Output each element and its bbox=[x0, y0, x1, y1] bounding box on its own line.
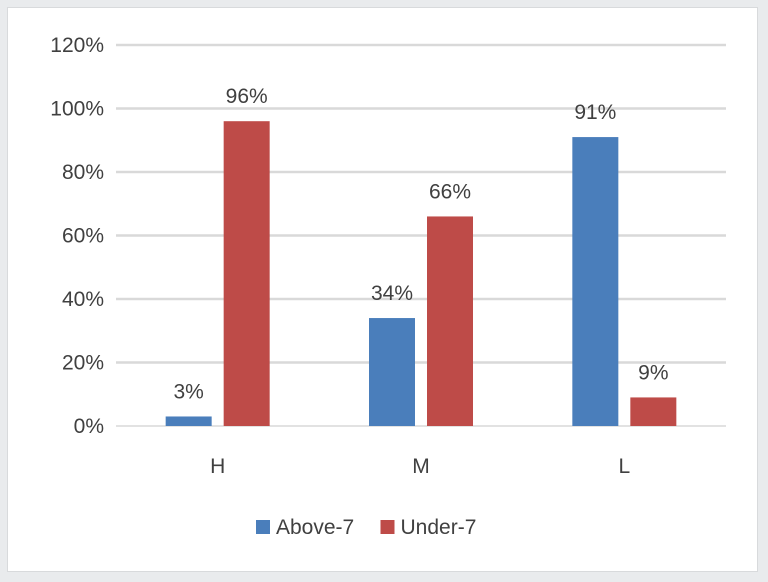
legend-swatch bbox=[380, 520, 395, 534]
legend-swatch bbox=[256, 520, 270, 534]
bar-under-7-m bbox=[427, 216, 473, 426]
data-label: 66% bbox=[429, 180, 471, 203]
y-tick-label: 120% bbox=[50, 34, 104, 57]
y-tick-label: 100% bbox=[50, 98, 104, 121]
legend-label: Above-7 bbox=[276, 516, 354, 539]
bar-above-7-l bbox=[572, 137, 619, 426]
y-tick-label: 80% bbox=[62, 161, 104, 184]
y-tick-label: 0% bbox=[74, 415, 104, 438]
x-category-label: M bbox=[412, 455, 430, 478]
x-category-label: H bbox=[210, 455, 225, 478]
bar-under-7-l bbox=[630, 397, 677, 426]
y-tick-label: 40% bbox=[62, 288, 104, 311]
y-tick-label: 20% bbox=[62, 352, 104, 375]
data-label: 3% bbox=[173, 380, 203, 403]
bar-above-7-m bbox=[369, 318, 415, 426]
data-label: 34% bbox=[371, 282, 413, 305]
data-label: 9% bbox=[638, 361, 668, 384]
x-category-label: L bbox=[618, 455, 630, 478]
bar-above-7-h bbox=[165, 416, 212, 426]
legend-label: Under-7 bbox=[401, 516, 477, 539]
y-tick-label: 60% bbox=[62, 225, 104, 248]
bar-chart: 0% 20% 40% 60% 80% 100% 120% 3% 96% H 34% 66% M 91% 9%… bbox=[50, 34, 726, 539]
chart-frame: 0% 20% 40% 60% 80% 100% 120% 3% 96% H 34% 66% M 91% 9%… bbox=[7, 7, 758, 572]
bar-under-7-h bbox=[223, 121, 270, 426]
data-label: 96% bbox=[226, 85, 268, 108]
data-label: 91% bbox=[574, 101, 616, 124]
